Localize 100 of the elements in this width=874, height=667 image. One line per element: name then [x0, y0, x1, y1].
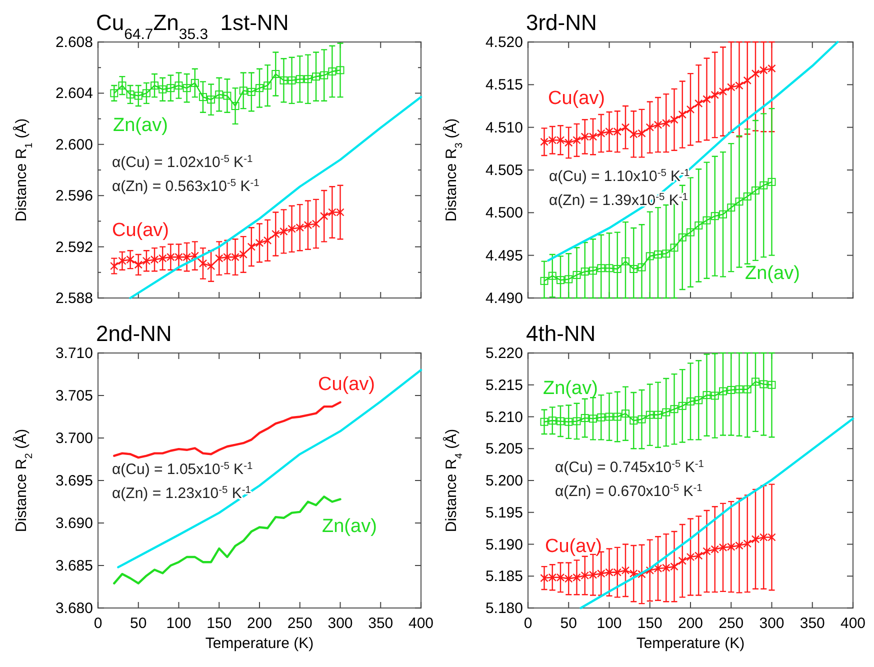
- y-tick-label: 3.695: [55, 472, 93, 490]
- y-tick-label: 3.710: [55, 345, 93, 362]
- point: [247, 242, 256, 251]
- point: [662, 408, 670, 416]
- point: [752, 378, 760, 386]
- y-tick-label: 5.185: [485, 568, 523, 586]
- point: [654, 410, 662, 419]
- point: [768, 380, 776, 389]
- point: [207, 96, 216, 104]
- y-tick-label: 4.500: [485, 204, 523, 222]
- point: [304, 220, 312, 230]
- x-tick-label: 50: [130, 615, 147, 632]
- point: [670, 244, 678, 252]
- point: [735, 198, 744, 206]
- point: [646, 566, 654, 574]
- point: [662, 118, 670, 128]
- point: [702, 95, 711, 104]
- y-tick-label: 5.205: [485, 440, 523, 458]
- point: [126, 90, 134, 98]
- point: [654, 120, 662, 129]
- point: [678, 110, 686, 119]
- point: [134, 260, 142, 269]
- point: [231, 252, 240, 262]
- x-tick-label: 250: [287, 615, 312, 632]
- point: [556, 276, 564, 284]
- y-tick-label: 3.690: [55, 515, 93, 532]
- point: [256, 84, 264, 92]
- point: [621, 566, 630, 574]
- point: [702, 216, 711, 224]
- point: [646, 410, 654, 419]
- point: [743, 76, 752, 84]
- point: [694, 99, 703, 108]
- point: [580, 132, 589, 141]
- point: [752, 186, 760, 194]
- point: [678, 402, 686, 410]
- y-tick-label: 3.685: [55, 558, 93, 574]
- x-tick-label: 50: [560, 615, 577, 632]
- point: [646, 252, 654, 260]
- x-tick-label: 300: [759, 615, 784, 632]
- point: [686, 228, 694, 236]
- point: [110, 89, 118, 98]
- point: [686, 552, 695, 562]
- x-tick-label: 150: [206, 615, 232, 632]
- point: [613, 568, 622, 576]
- series-label: Cu(av): [112, 220, 170, 241]
- point: [174, 82, 183, 90]
- point: [710, 545, 719, 554]
- x-tick-label: 350: [368, 615, 394, 632]
- point: [223, 252, 232, 262]
- point: [182, 252, 191, 262]
- annotation: α(Zn) = 0.563x10$^{-5}$ K$^{-1}$: [112, 178, 260, 195]
- y-tick-label: 3.680: [55, 600, 93, 617]
- annotation: α(Cu) = 0.745x10$^{-5}$ K$^{-1}$: [555, 458, 704, 476]
- point: [580, 571, 589, 580]
- point: [589, 414, 597, 423]
- annotation: α(Zn) = 1.23x10$^{-5}$ K$^{-1}$: [112, 484, 252, 502]
- point: [166, 252, 175, 262]
- point: [751, 535, 760, 544]
- point: [572, 270, 581, 279]
- point: [694, 396, 703, 404]
- point: [662, 250, 670, 258]
- point: [134, 92, 142, 100]
- point: [223, 92, 232, 100]
- y-tick-label: 4.520: [485, 34, 523, 51]
- point: [597, 413, 606, 422]
- point: [686, 397, 694, 406]
- y-tick-label: 2.604: [55, 85, 93, 102]
- point: [239, 86, 248, 95]
- y-tick-label: 3.705: [55, 388, 93, 404]
- y-tick-label: 2.600: [55, 136, 93, 154]
- point: [142, 256, 151, 265]
- chart-title: Cu$_{64.7}$Zn$_{35.3}$ 1st-NN: [96, 10, 289, 42]
- point: [263, 236, 272, 244]
- y-tick-label: 5.220: [485, 345, 523, 362]
- point: [312, 72, 320, 81]
- point: [288, 224, 296, 233]
- x-tick-label: 400: [408, 615, 434, 632]
- point: [638, 415, 646, 424]
- line-series: [113, 401, 342, 459]
- x-tick-label: 250: [718, 615, 744, 632]
- y-tick-label: 5.210: [485, 408, 523, 426]
- point: [694, 552, 703, 560]
- point: [264, 82, 272, 90]
- x-axis-title: Temperature (K): [636, 635, 745, 652]
- y-tick-label: 4.505: [485, 162, 523, 179]
- y-tick-label: 5.180: [485, 600, 523, 617]
- y-tick-label: 3.700: [55, 430, 93, 447]
- point: [678, 556, 686, 565]
- point: [727, 542, 736, 551]
- point: [215, 254, 224, 262]
- point: [312, 220, 320, 228]
- point: [760, 533, 768, 542]
- series-label: Cu(av): [545, 536, 602, 557]
- point: [597, 129, 606, 138]
- point: [556, 417, 564, 426]
- point: [719, 210, 727, 218]
- point: [272, 70, 280, 78]
- point: [760, 380, 768, 388]
- x-tick-label: 200: [678, 615, 704, 632]
- point: [760, 181, 768, 190]
